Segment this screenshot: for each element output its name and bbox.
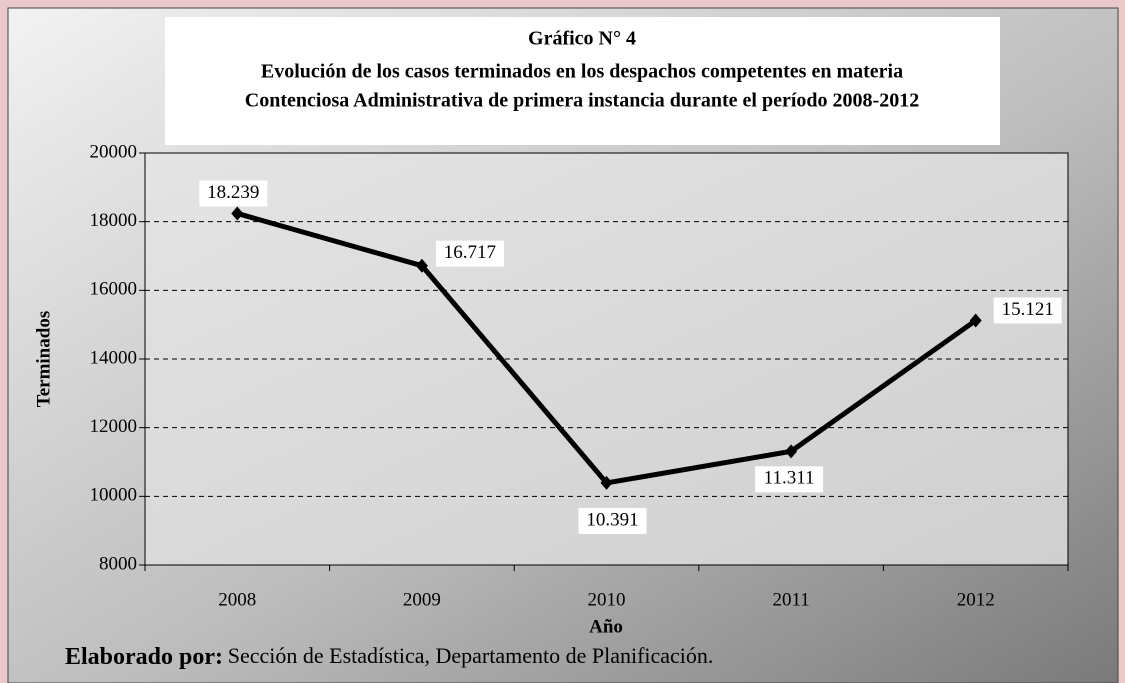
data-label: 15.121: [1002, 299, 1054, 320]
y-tick-label: 14000: [90, 347, 138, 368]
x-tick-label: 2011: [772, 589, 809, 610]
data-label: 16.717: [444, 242, 496, 263]
data-label: 11.311: [764, 468, 815, 489]
x-tick-label: 2012: [957, 589, 995, 610]
source-label: Elaborado por:: [65, 644, 223, 670]
data-label-box: [755, 466, 824, 493]
data-label: 10.391: [586, 509, 638, 530]
x-tick-label: 2010: [588, 589, 626, 610]
data-label-box: [435, 240, 504, 267]
x-axis-label: Año: [589, 616, 623, 637]
marker: [600, 475, 613, 490]
y-tick-label: 20000: [90, 141, 138, 162]
y-tick-label: 10000: [90, 485, 138, 506]
marker: [231, 206, 244, 221]
y-tick-label: 16000: [90, 279, 138, 300]
data-label-box: [578, 507, 647, 534]
data-label-box: [993, 297, 1062, 324]
x-tick-label: 2008: [218, 589, 256, 610]
chart-subtitle: Evolución de los casos terminados en los…: [261, 61, 903, 83]
chart-subtitle: Contenciosa Administrativa de primera in…: [245, 90, 919, 112]
y-tick-label: 12000: [90, 416, 138, 437]
marker: [969, 313, 982, 328]
marker: [785, 444, 798, 459]
source-text: Sección de Estadística, Departamento de …: [228, 643, 714, 668]
y-axis-label: Terminados: [33, 311, 54, 407]
y-tick-label: 8000: [99, 553, 137, 574]
y-tick-label: 18000: [90, 210, 138, 231]
chart-title: Gráfico N° 4: [528, 28, 636, 50]
source: Elaborado por: Sección de Estadística, D…: [65, 643, 713, 669]
x-tick-label: 2009: [403, 589, 441, 610]
title-box: [165, 17, 1000, 145]
data-label-box: [199, 180, 268, 207]
marker: [415, 258, 428, 273]
data-label: 18.239: [207, 182, 259, 203]
